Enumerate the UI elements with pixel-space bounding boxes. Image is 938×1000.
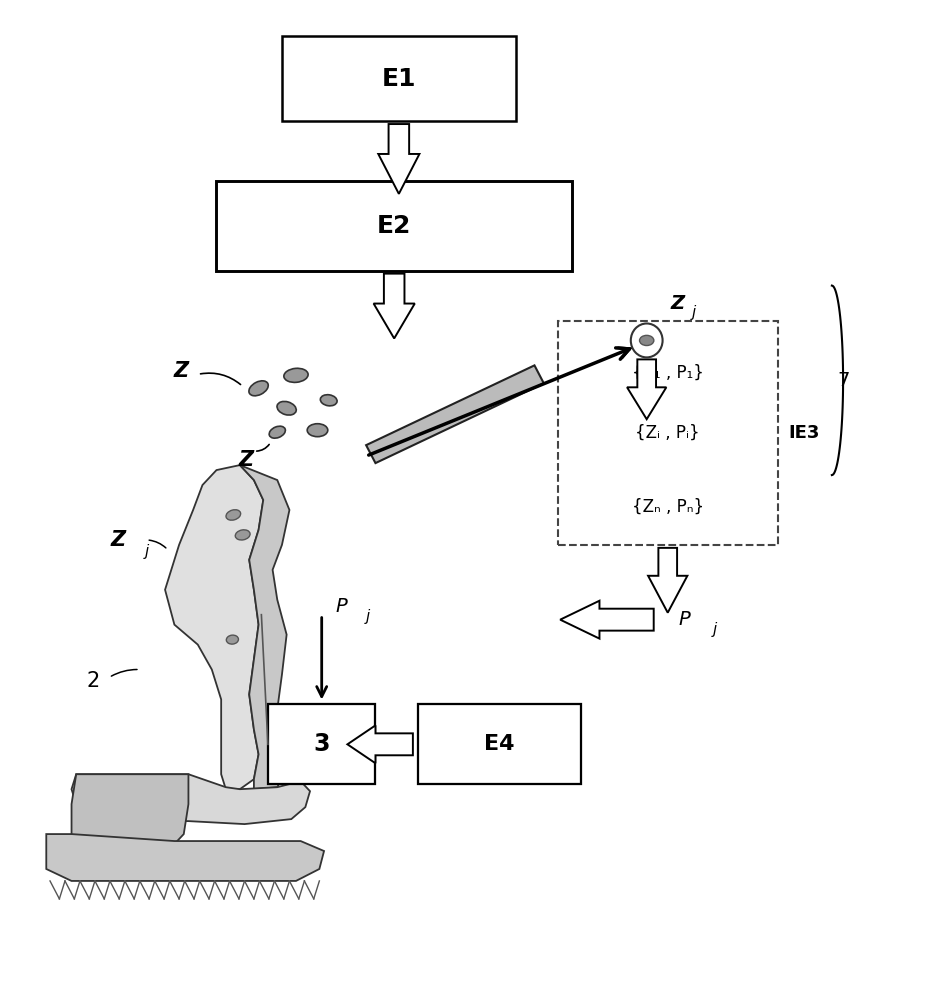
Ellipse shape [277,401,296,415]
Text: {Zᵢ , Pᵢ}: {Zᵢ , Pᵢ} [635,424,700,442]
Text: E2: E2 [377,214,412,238]
Text: Z: Z [174,361,189,381]
Text: j: j [144,544,148,559]
Ellipse shape [321,395,337,406]
Text: j: j [366,609,370,624]
Polygon shape [71,774,189,844]
Text: Z: Z [111,530,126,550]
Text: E1: E1 [382,67,416,91]
Text: 3: 3 [313,732,330,756]
Polygon shape [648,548,688,613]
Polygon shape [627,359,666,419]
Ellipse shape [235,530,250,540]
Polygon shape [560,601,654,639]
Text: j: j [713,622,717,637]
Text: IE3: IE3 [789,424,820,442]
Bar [217,181,572,271]
Polygon shape [347,725,413,763]
Text: P: P [679,610,690,629]
Polygon shape [165,465,264,789]
Polygon shape [366,365,544,463]
Text: {Z₁ , P₁}: {Z₁ , P₁} [632,363,704,381]
Ellipse shape [226,635,238,644]
Text: Z: Z [670,294,684,313]
Text: {Zₙ , Pₙ}: {Zₙ , Pₙ} [631,498,704,516]
Bar [417,704,582,784]
Polygon shape [46,834,324,881]
Bar [268,704,375,784]
Text: 2: 2 [86,671,99,691]
Text: j: j [691,306,696,320]
Ellipse shape [284,368,308,382]
Ellipse shape [226,510,241,520]
Text: P: P [336,597,347,616]
Ellipse shape [269,426,285,438]
Polygon shape [378,124,419,194]
Ellipse shape [249,381,268,396]
Polygon shape [240,465,290,789]
Ellipse shape [308,424,327,437]
Bar [282,36,516,121]
Text: Z: Z [239,450,254,470]
Polygon shape [71,774,310,824]
Text: E4: E4 [484,734,515,754]
Text: 7: 7 [837,371,849,390]
Polygon shape [373,274,415,338]
Ellipse shape [640,335,654,346]
Bar [558,320,778,545]
